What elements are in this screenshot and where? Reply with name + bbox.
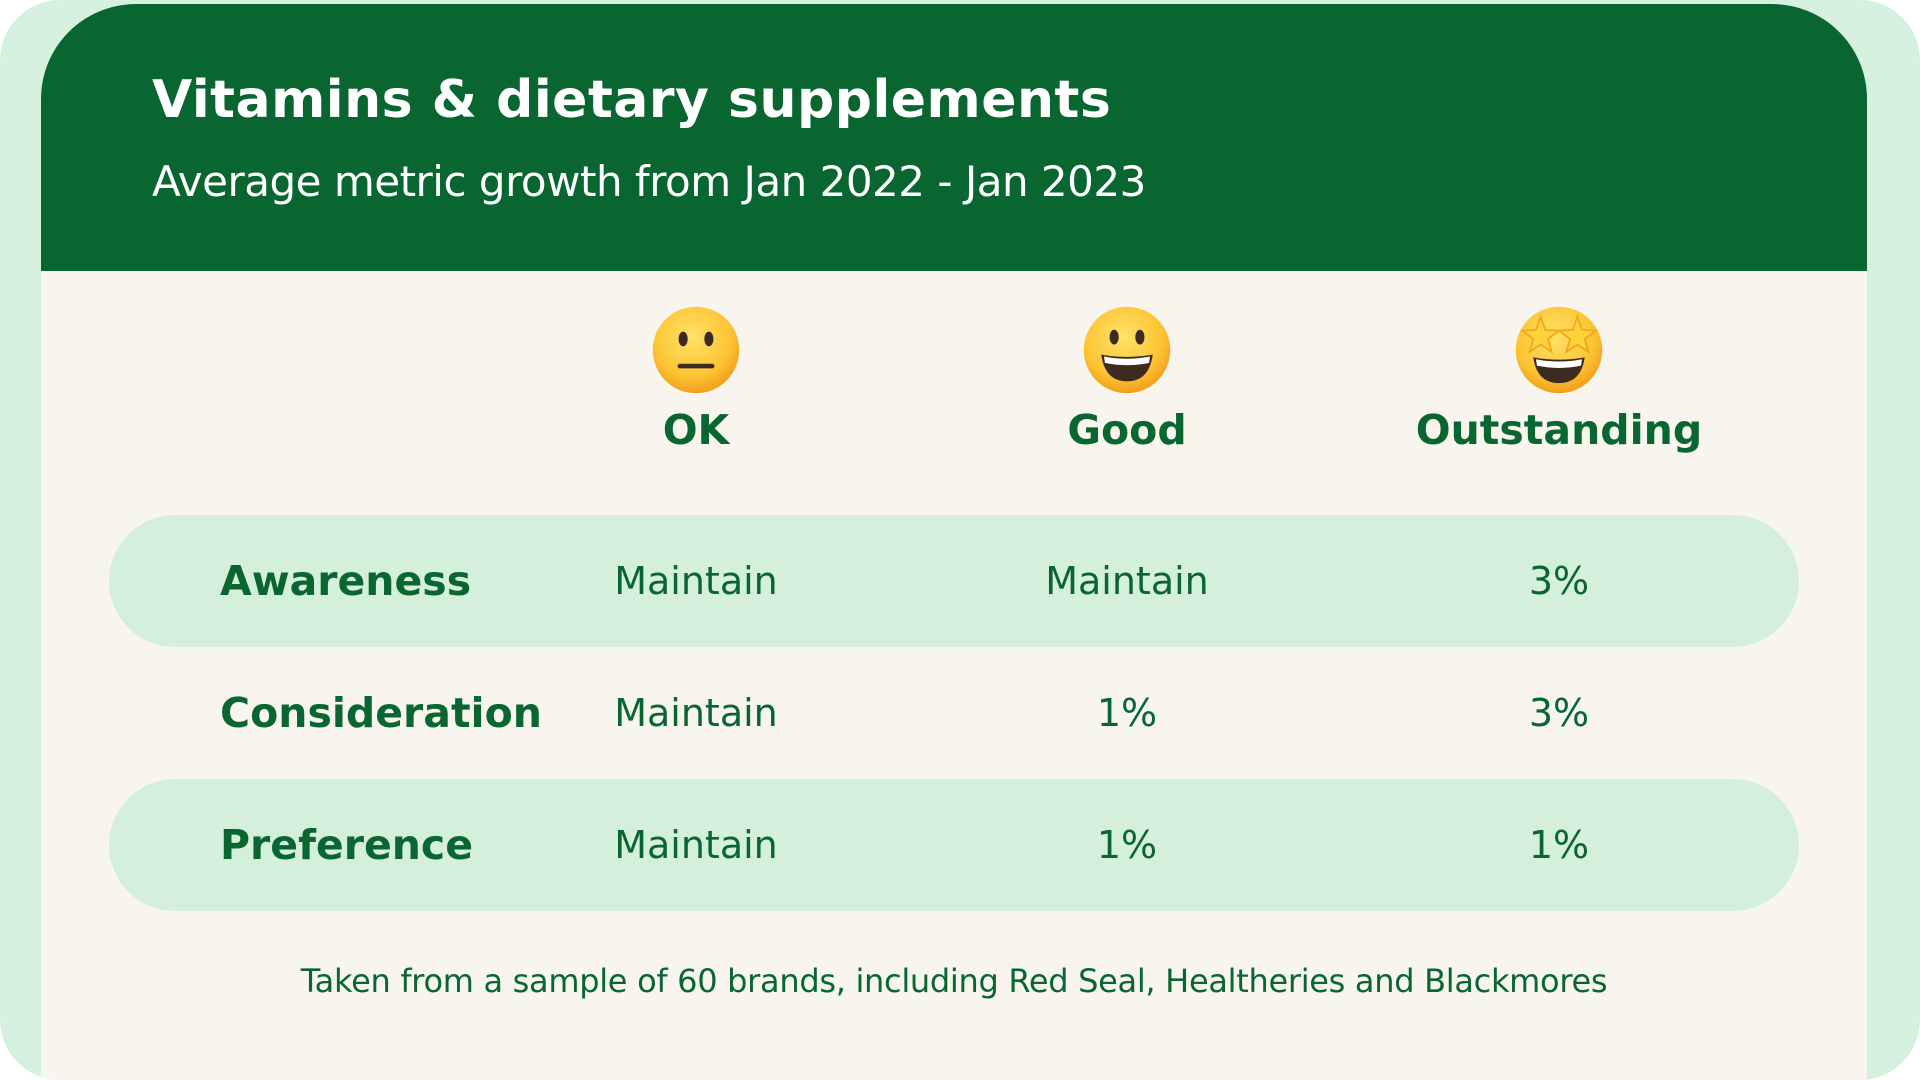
column-header-good: Good bbox=[937, 304, 1317, 454]
cell-preference-good: 1% bbox=[1096, 823, 1158, 867]
header-banner: Vitamins & dietary supplements Average m… bbox=[41, 4, 1867, 271]
column-label-outstanding: Outstanding bbox=[1415, 406, 1703, 454]
cell-awareness-ok: Maintain bbox=[614, 559, 778, 603]
cell-consideration-ok: Maintain bbox=[614, 691, 778, 735]
chart-card: Vitamins & dietary supplements Average m… bbox=[41, 4, 1867, 1080]
cell-consideration-outstanding: 3% bbox=[1528, 691, 1590, 735]
chart-title: Vitamins & dietary supplements bbox=[152, 70, 1112, 130]
star-struck-emoji-icon bbox=[1515, 306, 1603, 394]
row-label-preference: Preference bbox=[220, 821, 474, 869]
column-header-outstanding: Outstanding bbox=[1369, 304, 1749, 454]
table-row-awareness: Awareness Maintain Maintain 3% bbox=[109, 515, 1799, 647]
column-label-good: Good bbox=[1067, 406, 1187, 454]
chart-subtitle: Average metric growth from Jan 2022 - Ja… bbox=[152, 157, 1146, 206]
neutral-face-emoji-icon bbox=[652, 306, 740, 394]
cell-preference-ok: Maintain bbox=[614, 823, 778, 867]
column-label-ok: OK bbox=[662, 406, 730, 454]
cell-preference-outstanding: 1% bbox=[1528, 823, 1590, 867]
cell-awareness-outstanding: 3% bbox=[1528, 559, 1590, 603]
cell-awareness-good: Maintain bbox=[1045, 559, 1209, 603]
table-row-preference: Preference Maintain 1% 1% bbox=[109, 779, 1799, 911]
footnote: Taken from a sample of 60 brands, includ… bbox=[300, 962, 1608, 1000]
table-row-consideration: Consideration Maintain 1% 3% bbox=[109, 647, 1799, 779]
column-header-ok: OK bbox=[506, 304, 886, 454]
cell-consideration-good: 1% bbox=[1096, 691, 1158, 735]
row-label-consideration: Consideration bbox=[220, 689, 542, 737]
row-label-awareness: Awareness bbox=[220, 557, 472, 605]
grinning-face-emoji-icon bbox=[1083, 306, 1171, 394]
